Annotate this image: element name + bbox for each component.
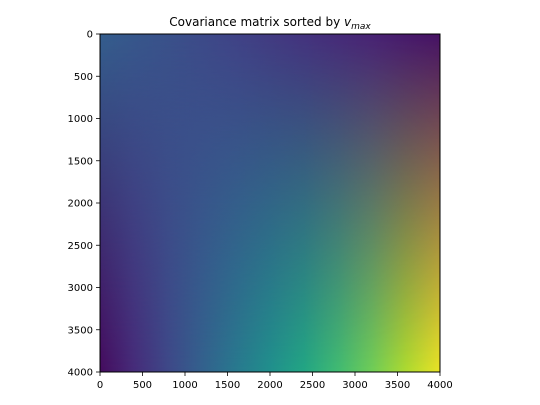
x-axis: 0 500 1000 1500 2000 2500 3000 3500 4000 — [97, 372, 453, 391]
heatmap-bottom-gradient — [100, 34, 440, 372]
x-tick-label: 0 — [97, 380, 103, 391]
y-tick-label: 0 — [87, 30, 93, 41]
x-tick-label: 1000 — [172, 380, 197, 391]
x-tick-label: 4000 — [427, 380, 452, 391]
x-tick-label: 2000 — [257, 380, 282, 391]
y-tick-label: 1000 — [68, 114, 93, 125]
heatmap-image — [100, 34, 440, 372]
y-tick-label: 2000 — [68, 199, 93, 210]
chart-title-math: v — [344, 15, 352, 29]
y-tick-label: 2500 — [68, 241, 93, 252]
x-tick-label: 2500 — [300, 380, 325, 391]
y-tick-label: 3000 — [68, 283, 93, 294]
y-axis: 0 500 1000 1500 2000 2500 3000 3500 4000 — [68, 30, 100, 379]
x-tick-label: 1500 — [215, 380, 240, 391]
y-tick-label: 1500 — [68, 156, 93, 167]
x-tick-label: 500 — [133, 380, 152, 391]
y-tick-label: 4000 — [68, 368, 93, 379]
x-tick-label: 3500 — [385, 380, 410, 391]
chart-title: Covariance matrix sorted by vmax — [169, 15, 371, 32]
y-tick-label: 500 — [74, 72, 93, 83]
x-tick-label: 3000 — [342, 380, 367, 391]
chart-title-main: Covariance matrix sorted by — [169, 15, 344, 29]
y-tick-label: 3500 — [68, 325, 93, 336]
chart-title-math-sub: max — [351, 22, 371, 32]
